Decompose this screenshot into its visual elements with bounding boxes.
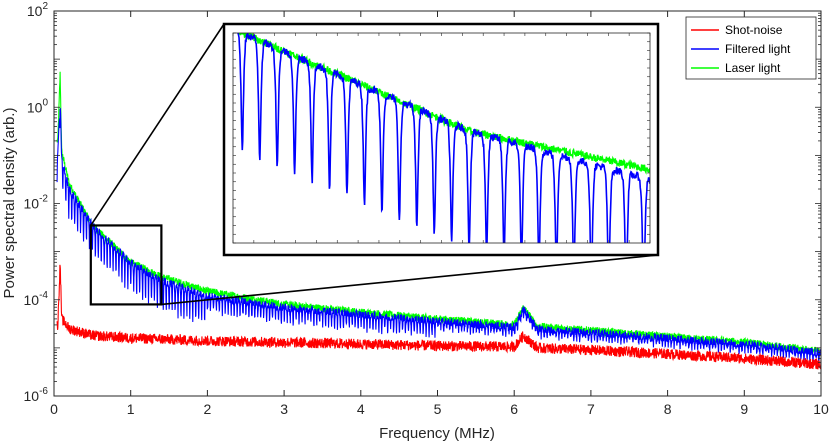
- legend: Shot-noise Filtered light Laser light: [685, 16, 817, 80]
- axis-ticks: [53, 11, 822, 397]
- x-axis-label: Frequency (MHz): [379, 425, 495, 441]
- x-tick-label: 8: [664, 401, 672, 417]
- x-tick-label: 7: [587, 401, 595, 417]
- zoom-region-box: [89, 224, 163, 306]
- zoom-connector-top: [90, 23, 225, 226]
- y-tick-label: 102: [27, 1, 49, 19]
- inset-lines: [237, 33, 650, 243]
- y-tick-label: 10-4: [24, 290, 49, 308]
- y-axis-label: Power spectral density (arb.): [1, 108, 18, 299]
- x-tick-label: 0: [50, 401, 58, 417]
- inset-plot: [222, 22, 660, 257]
- x-tick-label: 3: [280, 401, 288, 417]
- x-tick-labels: 0 1 2 3 4 5 6 7 8 9 10: [50, 401, 829, 417]
- zoom-connector-bottom: [161, 254, 659, 306]
- zoom-annotation: [89, 23, 659, 306]
- y-tick-label: 100: [27, 97, 49, 115]
- x-tick-label: 10: [813, 401, 829, 417]
- x-tick-label: 2: [204, 401, 212, 417]
- x-tick-label: 6: [510, 401, 518, 417]
- x-tick-label: 1: [127, 401, 135, 417]
- x-tick-label: 4: [357, 401, 365, 417]
- main-plot-lines: [56, 71, 821, 370]
- series-line-shot-noise: [56, 264, 821, 370]
- inset-background: [222, 22, 660, 257]
- legend-entry: Filtered light: [725, 42, 791, 56]
- legend-box: [685, 16, 817, 80]
- legend-entry: Shot-noise: [725, 23, 783, 37]
- y-tick-label: 10-2: [24, 194, 49, 212]
- x-tick-label: 5: [434, 401, 442, 417]
- inset-series-line-filtered-light: [237, 33, 650, 243]
- y-tick-labels: 10-6 10-4 10-2 100 102: [24, 1, 49, 404]
- inset-ticks: [232, 32, 651, 244]
- legend-entry: Laser light: [725, 61, 781, 75]
- y-tick-label: 10-6: [24, 386, 49, 404]
- x-tick-label: 9: [740, 401, 748, 417]
- series-line-filtered-light: [56, 107, 821, 364]
